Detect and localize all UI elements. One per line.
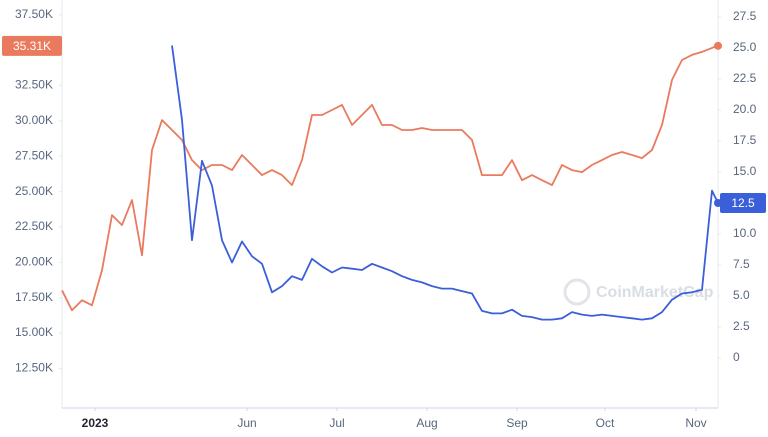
value-label: 12.5 <box>731 196 755 210</box>
y2-tick-label: 2.5 <box>733 319 750 333</box>
y2-tick-label: 7.5 <box>733 257 750 271</box>
x-tick-label: Jun <box>237 416 256 430</box>
y2-tick-label: 17.5 <box>733 133 757 147</box>
y2-tick-label: 5.0 <box>733 288 750 302</box>
y-tick-label: 32.50K <box>15 78 53 92</box>
y2-tick-label: 10.0 <box>733 226 757 240</box>
y2-tick-label: 20.0 <box>733 102 757 116</box>
watermark-logo <box>563 278 591 306</box>
y2-tick-label: 27.5 <box>733 9 757 23</box>
y-tick-label: 30.00K <box>15 113 53 127</box>
y2-tick-label: 25.0 <box>733 40 757 54</box>
y2-tick-label: 0 <box>733 350 740 364</box>
y-tick-label: 15.00K <box>15 325 53 339</box>
x-tick-label: Oct <box>596 416 615 430</box>
y-tick-label: 25.00K <box>15 184 53 198</box>
y-tick-label: 17.50K <box>15 290 53 304</box>
watermark: CoinMarketCap <box>596 284 714 301</box>
x-tick-label: Aug <box>416 416 437 430</box>
y2-tick-label: 22.5 <box>733 71 757 85</box>
value-label: 35.31K <box>13 39 51 53</box>
value-label-box <box>720 193 766 214</box>
x-tick-label: Jul <box>329 416 344 430</box>
y-tick-label: 12.50K <box>15 361 53 375</box>
series-line <box>171 45 719 321</box>
y-tick-label: 37.50K <box>15 7 53 21</box>
series-line <box>61 44 719 312</box>
value-label-box <box>2 35 62 56</box>
y-tick-label: 22.50K <box>15 219 53 233</box>
x-tick-label: Nov <box>685 416 706 430</box>
x-tick-label: Sep <box>506 416 528 430</box>
y-tick-label: 20.00K <box>15 255 53 269</box>
x-tick-label: 2023 <box>82 416 109 430</box>
last-point <box>714 41 722 50</box>
y2-tick-label: 15.0 <box>733 164 757 178</box>
y-tick-label: 27.50K <box>15 148 53 162</box>
